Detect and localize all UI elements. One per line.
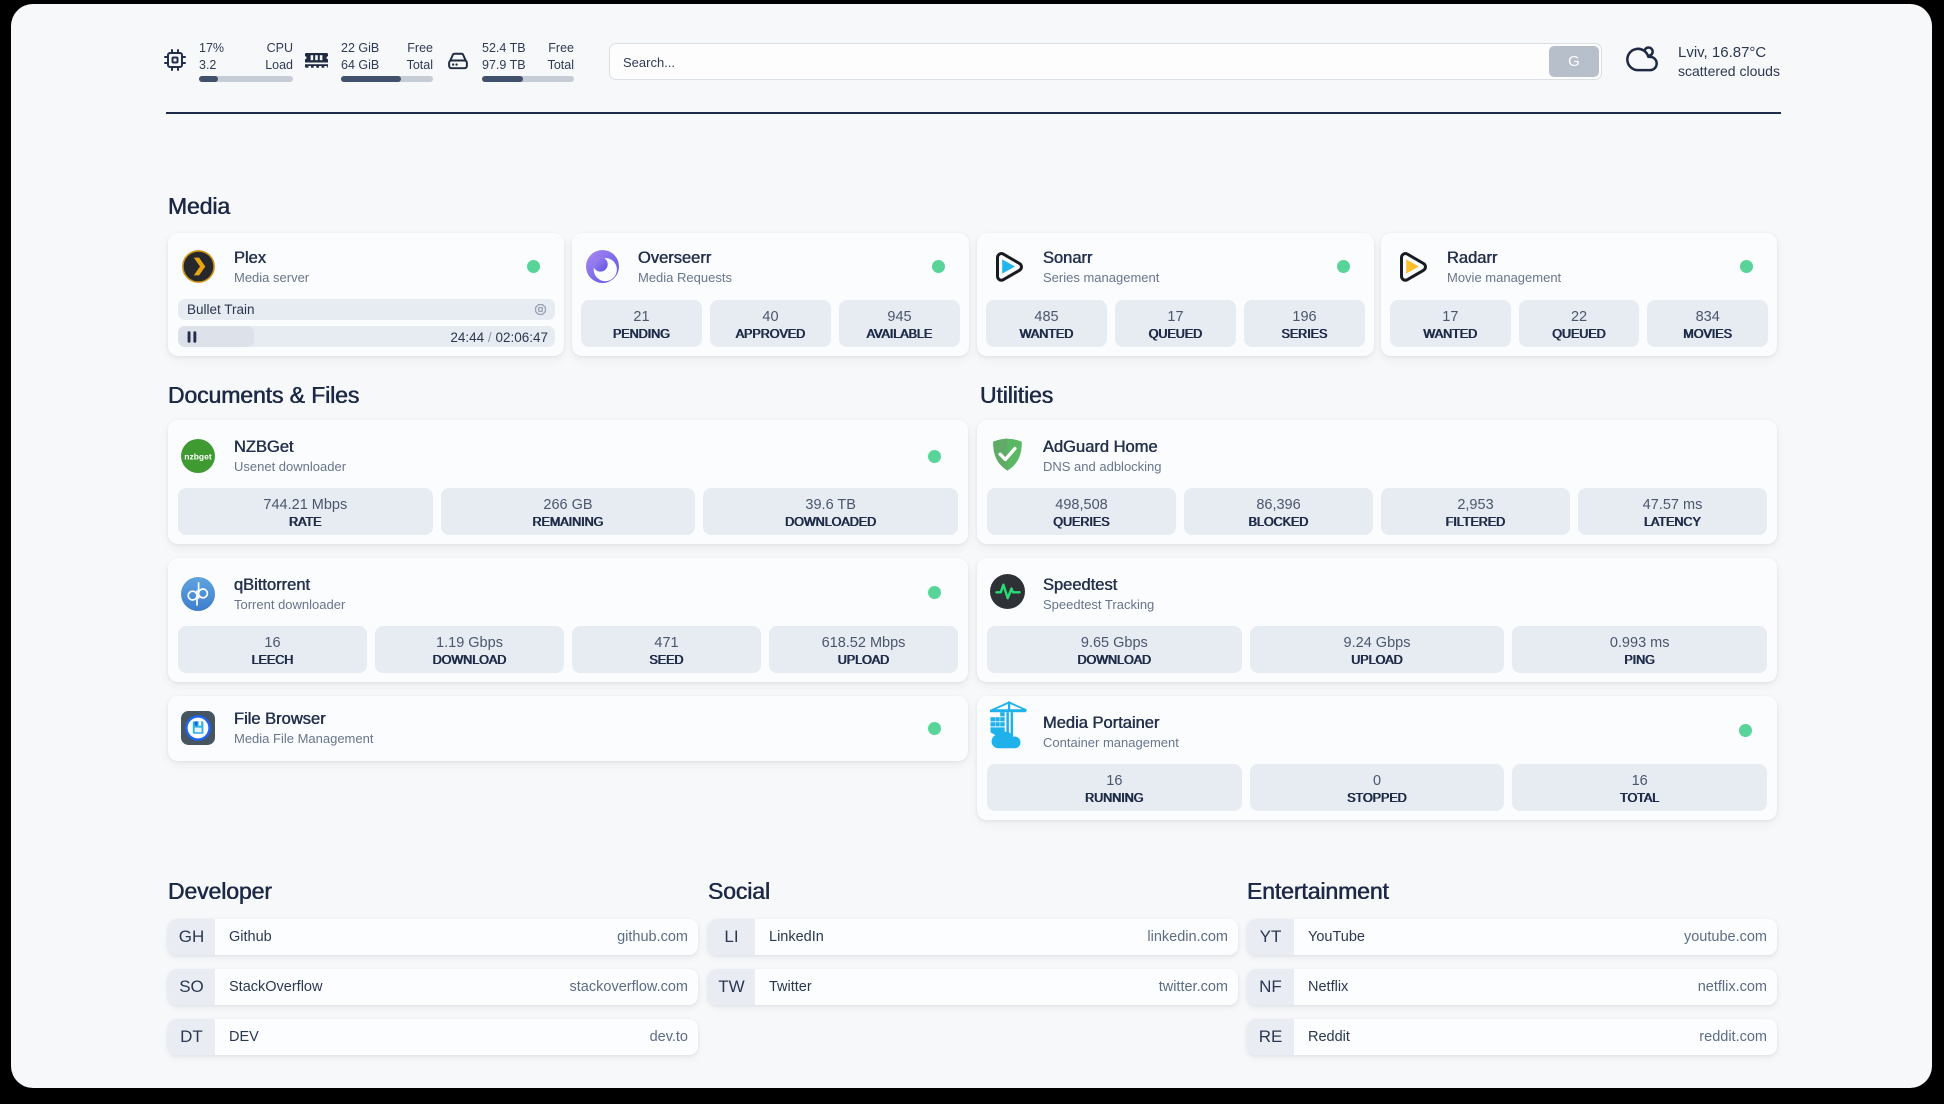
svg-text:nzbget: nzbget bbox=[184, 452, 212, 462]
